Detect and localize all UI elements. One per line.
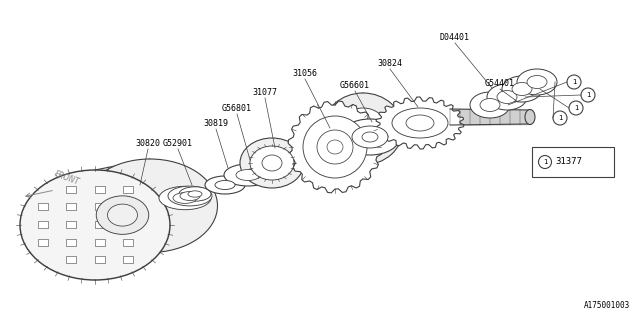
Ellipse shape: [20, 170, 170, 280]
Ellipse shape: [327, 140, 343, 154]
Text: 31056: 31056: [292, 69, 317, 78]
Polygon shape: [376, 97, 464, 149]
Ellipse shape: [215, 180, 235, 189]
Text: 1: 1: [557, 115, 563, 121]
Bar: [66, 203, 76, 210]
Text: 30819: 30819: [204, 119, 228, 128]
Text: 1: 1: [586, 92, 590, 98]
Bar: [123, 186, 133, 193]
Text: 31077: 31077: [253, 88, 278, 97]
Ellipse shape: [188, 191, 202, 197]
Ellipse shape: [250, 146, 294, 180]
Text: G56601: G56601: [340, 81, 370, 90]
Ellipse shape: [517, 69, 557, 95]
Text: D04401: D04401: [440, 33, 470, 42]
Ellipse shape: [317, 130, 353, 164]
Ellipse shape: [83, 159, 218, 252]
Ellipse shape: [351, 119, 375, 139]
Polygon shape: [335, 93, 363, 189]
Ellipse shape: [525, 109, 535, 124]
Text: FRONT: FRONT: [53, 169, 81, 187]
Bar: [66, 256, 76, 263]
Ellipse shape: [502, 76, 542, 102]
Bar: [66, 238, 76, 245]
Polygon shape: [288, 101, 382, 193]
Text: 30824: 30824: [378, 59, 403, 68]
Ellipse shape: [340, 119, 400, 155]
Text: G52901: G52901: [163, 139, 193, 148]
Ellipse shape: [497, 91, 517, 103]
Text: 30820: 30820: [136, 139, 161, 148]
Ellipse shape: [108, 204, 138, 226]
Ellipse shape: [168, 186, 212, 206]
Bar: [95, 256, 104, 263]
Ellipse shape: [224, 164, 272, 186]
Text: G56801: G56801: [222, 104, 252, 113]
Bar: [123, 238, 133, 245]
Ellipse shape: [303, 116, 367, 178]
Bar: [66, 221, 76, 228]
Ellipse shape: [173, 193, 197, 204]
Ellipse shape: [205, 176, 245, 194]
Bar: [123, 221, 133, 228]
Text: 1: 1: [543, 159, 547, 165]
Bar: [95, 186, 104, 193]
Bar: [95, 221, 104, 228]
Text: G54401: G54401: [485, 79, 515, 88]
Text: 31377: 31377: [555, 157, 582, 166]
Ellipse shape: [262, 155, 282, 171]
Ellipse shape: [236, 170, 260, 180]
Ellipse shape: [362, 132, 378, 142]
Ellipse shape: [406, 115, 434, 131]
Ellipse shape: [96, 196, 148, 234]
Ellipse shape: [470, 92, 510, 118]
Ellipse shape: [512, 83, 532, 95]
Ellipse shape: [240, 138, 304, 188]
Text: 1: 1: [572, 79, 576, 85]
Ellipse shape: [179, 187, 211, 201]
Text: A175001003: A175001003: [584, 301, 630, 310]
Bar: [66, 186, 76, 193]
Ellipse shape: [180, 191, 200, 201]
Bar: [123, 203, 133, 210]
Ellipse shape: [480, 99, 500, 111]
Bar: [95, 238, 104, 245]
Ellipse shape: [159, 186, 211, 210]
Bar: [95, 203, 104, 210]
Ellipse shape: [392, 108, 448, 138]
Ellipse shape: [339, 108, 387, 150]
FancyBboxPatch shape: [532, 147, 614, 177]
Ellipse shape: [487, 84, 527, 110]
Polygon shape: [95, 159, 150, 280]
Bar: [38, 203, 47, 210]
Bar: [38, 221, 47, 228]
Bar: [38, 238, 47, 245]
Ellipse shape: [323, 93, 403, 165]
Ellipse shape: [527, 76, 547, 89]
Bar: [123, 256, 133, 263]
Text: 1: 1: [573, 105, 579, 111]
Ellipse shape: [352, 126, 388, 148]
